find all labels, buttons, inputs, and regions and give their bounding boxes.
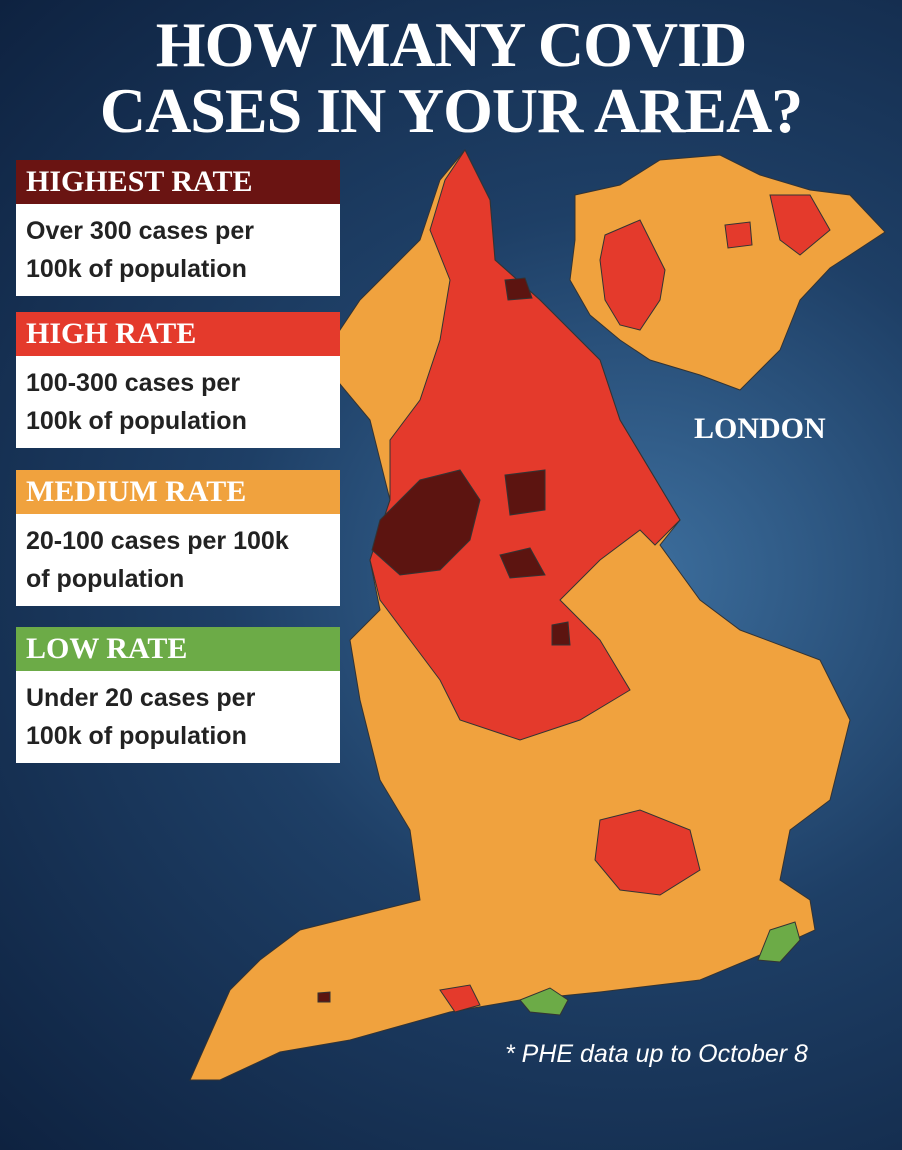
legend-label: LOW RATE xyxy=(16,627,340,671)
title-line: HOW MANY COVID xyxy=(155,9,747,80)
description-line: 20-100 cases per 100k xyxy=(26,527,289,555)
highest-manchester xyxy=(371,469,481,576)
description-line: Under 20 cases per xyxy=(26,684,256,712)
london-inset-high-mid xyxy=(724,221,753,249)
low-kent xyxy=(757,921,801,963)
london-inset-high-east xyxy=(769,194,831,256)
description-line: 100-300 cases per xyxy=(26,369,241,397)
london-inset-high-west xyxy=(599,219,666,331)
description-line: 100k of population xyxy=(26,255,247,283)
high-london xyxy=(594,809,701,896)
legend-description: Over 300 cases per 100k of population xyxy=(16,204,340,296)
low-iow xyxy=(519,987,569,1016)
north-high xyxy=(369,149,681,741)
legend-description: 100-300 cases per 100k of population xyxy=(16,356,340,448)
highest-newcastle xyxy=(504,277,533,301)
legend-description: Under 20 cases per 100k of population xyxy=(16,671,340,763)
legend-description: 20-100 cases per 100k of population xyxy=(16,514,340,606)
highest-nottingham xyxy=(551,621,571,646)
description-line: 100k of population xyxy=(26,407,247,435)
footnote: * PHE data up to October 8 xyxy=(505,1040,808,1068)
highest-sheffield xyxy=(499,547,546,579)
high-south xyxy=(439,984,481,1013)
title-line: CASES IN YOUR AREA? xyxy=(99,75,803,146)
inset-label: LONDON xyxy=(694,412,826,445)
legend-label: HIGHEST RATE xyxy=(16,160,340,204)
description-line: 100k of population xyxy=(26,722,247,750)
legend-label: HIGH RATE xyxy=(16,312,340,356)
description-line: Over 300 cases per xyxy=(26,217,254,245)
legend-label: MEDIUM RATE xyxy=(16,470,340,514)
highest-exeter xyxy=(317,991,331,1003)
highest-leeds xyxy=(504,469,546,516)
description-line: of population xyxy=(26,565,185,593)
